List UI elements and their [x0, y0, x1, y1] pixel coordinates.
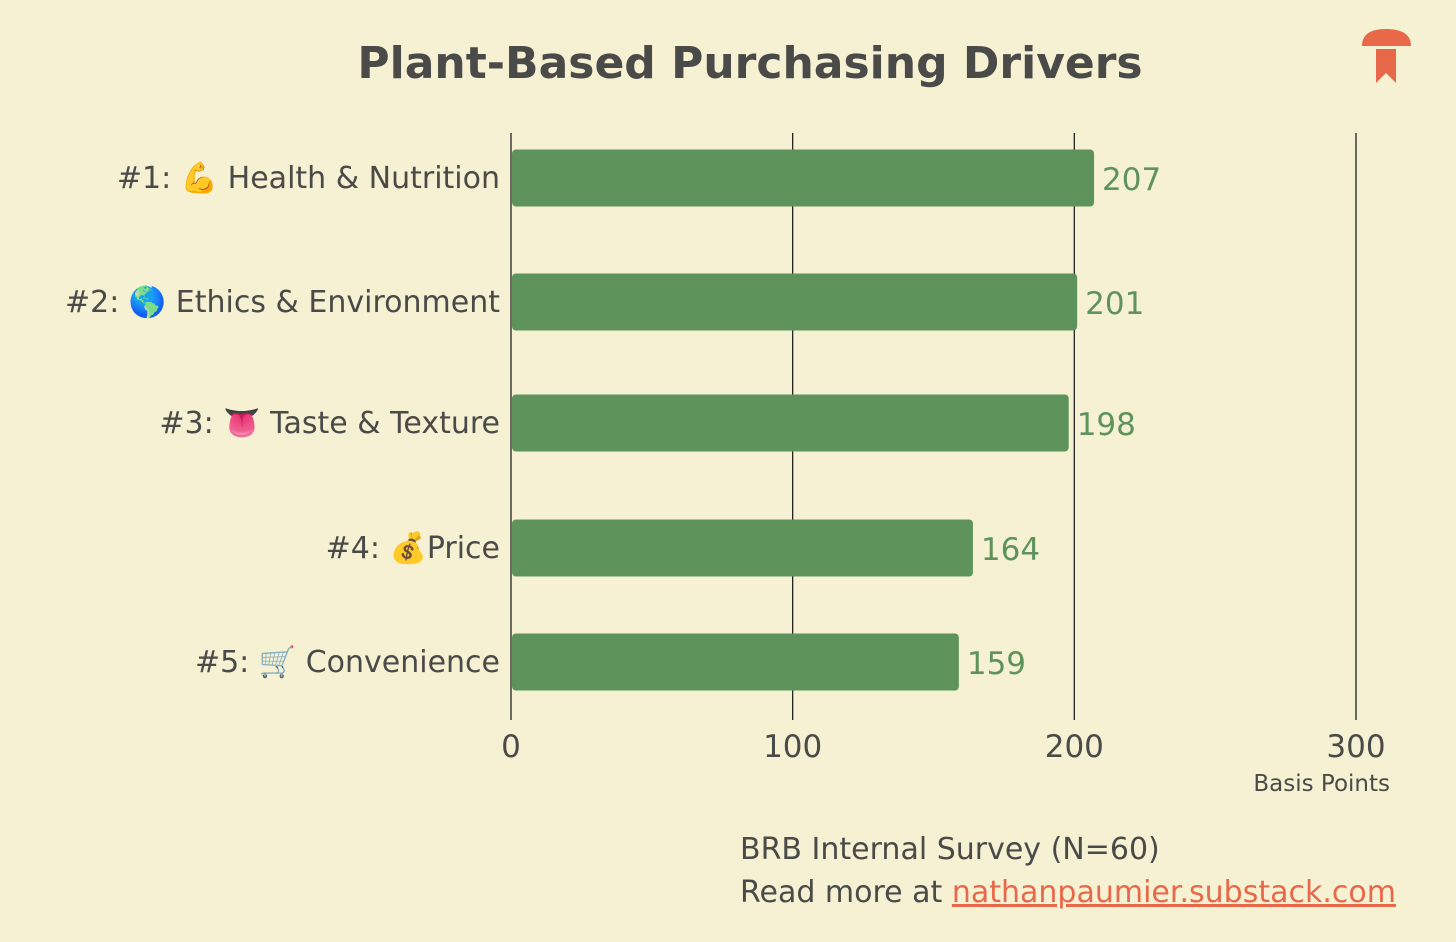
source-note: BRB Internal Survey (N=60) [740, 832, 1160, 867]
x-tick-label: 300 [1326, 729, 1385, 765]
category-label: #5: 🛒 Convenience [195, 644, 500, 680]
category-labels: #1: 💪 Health & Nutrition #2: 🌎 Ethics & E… [65, 160, 500, 680]
bars [512, 149, 1095, 691]
data-label: 164 [981, 532, 1040, 568]
x-axis-label: Basis Points [1253, 771, 1390, 797]
category-label: #3: 👅 Taste & Texture [159, 406, 500, 441]
category-label: #2: 🌎 Ethics & Environment [65, 284, 500, 320]
value-labels: 207 201 198 164 159 [967, 162, 1161, 682]
x-tick-label: 0 [501, 729, 521, 765]
x-tick-label: 100 [763, 729, 822, 765]
x-axis-ticks: 0 100 200 300 [501, 729, 1385, 765]
read-more-line: Read more at nathanpaumier.substack.com [740, 875, 1396, 910]
bar [512, 633, 959, 691]
bar [512, 149, 1095, 207]
chart-title: Plant-Based Purchasing Drivers [357, 38, 1142, 89]
data-label: 207 [1102, 162, 1161, 198]
read-more-prefix: Read more at [740, 875, 952, 910]
bar [512, 519, 973, 577]
logo-icon [1362, 29, 1411, 83]
data-label: 201 [1085, 286, 1144, 322]
category-label: #4: 💰Price [326, 530, 500, 566]
bar [512, 273, 1078, 331]
category-label: #1: 💪 Health & Nutrition [117, 160, 500, 196]
bar [512, 394, 1069, 452]
data-label: 198 [1077, 407, 1136, 443]
grid [510, 133, 1357, 720]
substack-link[interactable]: nathanpaumier.substack.com [952, 875, 1396, 910]
data-label: 159 [967, 646, 1026, 682]
x-tick-label: 200 [1045, 729, 1104, 765]
